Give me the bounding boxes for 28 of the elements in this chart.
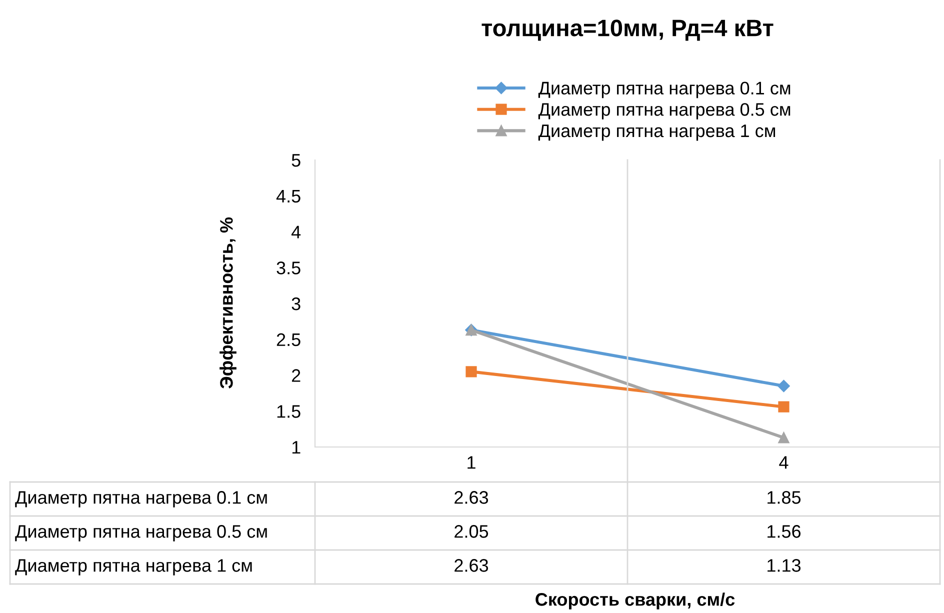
text: Диаметр пятна нагрева 1 см: [15, 559, 252, 576]
data-label: 1.13: [768, 559, 801, 572]
y-tick-label: 3: [292, 297, 300, 310]
data-label: 2.05: [454, 525, 488, 538]
y-tick-label: 5: [292, 154, 300, 167]
y-tick-label: 4.5: [276, 190, 300, 203]
chart-title: толщина=10мм, Рд=4 кВт: [482, 20, 774, 41]
y-tick-label: 2.5: [276, 333, 300, 346]
y-tick-label: 2: [292, 369, 300, 382]
legend-label: Диаметр пятна нагрева 1 см: [538, 124, 776, 141]
y-tick-label: 4: [291, 226, 301, 238]
point: [778, 380, 790, 392]
data-label: 2.63: [454, 559, 488, 572]
legend-label: Диаметр пятна нагрева 0.5 см: [538, 103, 790, 120]
data-label: 1.85: [768, 491, 801, 504]
y-tick-label: 3.5: [276, 262, 300, 274]
y-tick-label: 1.5: [277, 405, 300, 418]
data-label: 2.63: [454, 491, 488, 504]
point: [778, 432, 790, 444]
point: [778, 401, 790, 412]
point: [466, 366, 477, 378]
text: Диаметр пятна нагрева 0.5 см: [15, 525, 267, 542]
data-label: 1.56: [768, 525, 801, 538]
legend-label: Диаметр пятна нагрева 0.1 см: [538, 82, 790, 98]
y-tick-label: 1: [292, 441, 300, 454]
text: Диаметр пятна нагрева 0.1 см: [15, 491, 267, 508]
text: Скорость сварки, см/с: [536, 592, 735, 610]
y-axis-title: Эффективность, %: [220, 217, 236, 389]
